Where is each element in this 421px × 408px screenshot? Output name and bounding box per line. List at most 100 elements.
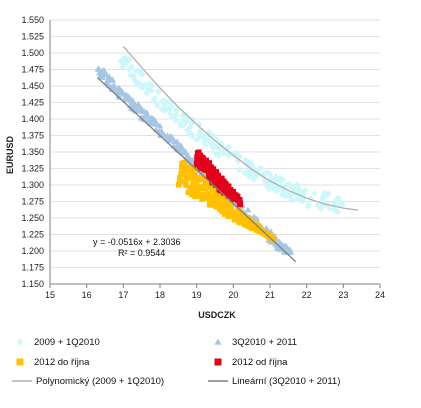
x-tick-label: 20: [228, 290, 238, 300]
3q2010-2011-point: [176, 142, 183, 148]
2012-do-jna-point: [205, 190, 212, 197]
2009-1q2010-point: [161, 101, 168, 108]
2009-1q2010-point: [273, 177, 280, 184]
3q2010-2011-point: [156, 122, 164, 129]
2009-1q2010-point: [321, 189, 328, 196]
2009-1q2010-point: [247, 160, 254, 167]
3q2010-2011-point: [101, 69, 108, 76]
2009-1q2010-point: [143, 89, 150, 96]
3q2010-2011-point: [116, 84, 123, 91]
2009-1q2010-point: [250, 176, 257, 183]
y-tick-label: 1.450: [21, 81, 44, 91]
legend-item: 2012 od října: [214, 357, 288, 368]
y-tick-label: 1.275: [21, 197, 44, 207]
2012-do-jna-point: [186, 164, 192, 171]
2009-1q2010-point: [322, 193, 329, 200]
3q2010-2011-point: [129, 96, 136, 103]
2012-od-jna-point: [217, 180, 224, 187]
2012-do-jna-point: [212, 191, 219, 198]
2009-1q2010-point: [216, 145, 223, 153]
x-tick-label: 21: [265, 290, 275, 300]
2009-1q2010-point: [272, 173, 280, 180]
3q2010-2011-point: [288, 248, 295, 255]
legend-marker: [214, 338, 222, 345]
2009-1q2010-point: [128, 63, 135, 71]
y-tick-label: 1.150: [21, 279, 44, 289]
2009-1q2010-point: [161, 97, 168, 105]
2009-1q2010-point: [246, 173, 253, 180]
2012-do-jna-point: [185, 189, 192, 196]
2012-do-jna-point: [216, 201, 223, 207]
2012-do-jna-point: [225, 213, 232, 220]
2009-1q2010-point: [140, 83, 147, 91]
2012-do-jna-point: [205, 184, 212, 190]
legend-item: 3Q2010 + 2011: [214, 337, 297, 348]
legend-marker: [16, 358, 24, 366]
2012-od-jna-point: [210, 179, 216, 186]
2012-do-jna-point: [203, 179, 209, 185]
y-tick-label: 1.325: [21, 164, 44, 174]
2012-od-jna-point: [199, 155, 205, 161]
2009-1q2010-point: [187, 123, 194, 130]
legend-marker: [16, 338, 24, 346]
2009-1q2010-point: [331, 206, 339, 214]
legend: 2009 + 1Q2010 3Q2010 + 2011 2012 do října 2…: [12, 337, 340, 387]
y-tick-label: 1.250: [21, 213, 44, 223]
2012-do-jna-point: [221, 208, 228, 215]
linear-trendline: [97, 77, 297, 263]
trendlines: [97, 45, 359, 263]
2012-do-jna-point: [257, 228, 264, 234]
2012-do-jna-point: [245, 218, 251, 225]
3q2010-2011-point: [278, 241, 285, 248]
2012-od-jna-point: [195, 153, 201, 160]
y-tick-label: 1.425: [21, 98, 44, 108]
2012-od-jna-point: [213, 175, 220, 182]
2012-od-jna-point: [208, 168, 215, 175]
2009-1q2010-point: [193, 136, 200, 143]
2009-1q2010-point: [145, 85, 152, 92]
x-tick-label: 23: [338, 290, 348, 300]
2009-1q2010-point: [148, 87, 155, 95]
2012-do-jna-point: [237, 209, 243, 216]
3q2010-2011-point: [141, 113, 149, 120]
2009-1q2010-point: [266, 170, 273, 177]
3q2010-2011-point: [180, 147, 188, 154]
2009-1q2010-point: [154, 88, 162, 95]
2009-1q2010-point: [148, 82, 155, 90]
2009-1q2010-point: [130, 74, 137, 81]
2009-1q2010-point: [166, 107, 173, 114]
2009-1q2010-point: [126, 56, 133, 63]
2009-1q2010-point: [304, 202, 311, 210]
2009-1q2010-point: [278, 191, 285, 199]
legend-label: 2012 do října: [34, 357, 90, 368]
3q2010-2011-point: [95, 65, 102, 72]
2009-1q2010-point: [307, 195, 314, 202]
y-axis-title: EURUSD: [5, 136, 15, 175]
2012-od-jna-point: [232, 194, 239, 200]
legend-label: Lineární (3Q2010 + 2011): [232, 376, 340, 387]
data-points: [94, 54, 346, 256]
2009-1q2010-point: [233, 149, 240, 156]
2009-1q2010-point: [123, 59, 131, 66]
2012-do-jna-point: [228, 205, 234, 212]
2012-do-jna-point: [237, 212, 244, 219]
2009-1q2010-point: [268, 180, 275, 187]
3q2010-2011-point: [158, 127, 165, 134]
2009-1q2010-point: [196, 133, 204, 140]
2009-1q2010-point: [282, 192, 289, 200]
2009-1q2010-point: [317, 203, 324, 210]
3q2010-2011-point: [113, 88, 120, 95]
2012-do-jna-point: [188, 173, 194, 180]
2012-do-jna-point: [251, 225, 257, 232]
2012-do-jna-point: [190, 181, 196, 188]
2012-do-jna-point: [200, 195, 206, 201]
2009-1q2010-point: [172, 106, 180, 114]
2012-od-jna-point: [193, 160, 200, 167]
2009-1q2010-point: [286, 191, 294, 198]
2009-1q2010-point: [133, 80, 141, 88]
2009-1q2010-point: [189, 133, 196, 140]
2009-1q2010-point: [296, 196, 303, 204]
legend-item: 2009 + 1Q2010: [16, 337, 100, 348]
2009-1q2010-point: [132, 67, 140, 74]
axes: 1.150 1.175 1.200 1.225 1.250 1.275 1.300 1.325…: [21, 15, 385, 300]
